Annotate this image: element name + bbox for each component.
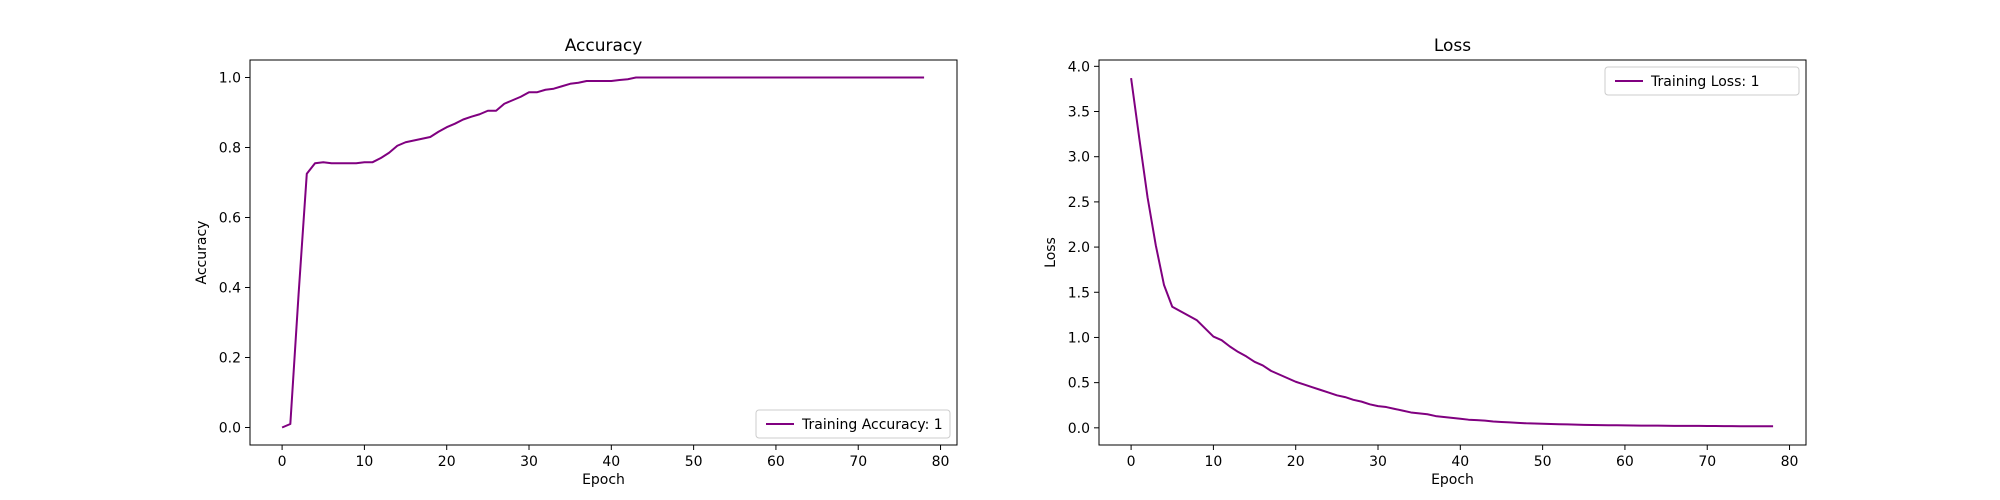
loss-x-tick-label: 20	[1287, 454, 1305, 470]
loss-chart: Loss 0 10 20 30 40 50 60 70 80 0.0 0.5 1.0 1.5 2.0 2.5 3…	[1043, 36, 1807, 488]
loss-x-tick-label: 30	[1369, 454, 1387, 470]
accuracy-legend-box	[755, 409, 951, 439]
loss-plot-frame	[1098, 59, 1807, 446]
loss-x-tick-label: 50	[1534, 454, 1552, 470]
accuracy-chart-title: Accuracy	[565, 36, 643, 56]
loss-y-axis-label: Loss	[1043, 237, 1059, 268]
loss-x-tick-label: 10	[1204, 454, 1222, 470]
loss-x-tick-label: 0	[1127, 454, 1136, 470]
accuracy-x-tick-label: 0	[278, 454, 287, 470]
accuracy-x-tick-label: 10	[355, 454, 373, 470]
loss-x-tick-label: 40	[1451, 454, 1469, 470]
loss-y-tick-label: 3.0	[1068, 150, 1090, 166]
loss-legend: Training Loss: 1	[1604, 66, 1800, 96]
accuracy-y-tick-label: 0.0	[219, 421, 241, 437]
accuracy-legend: Training Accuracy: 1	[755, 409, 951, 439]
accuracy-y-tick-label: 0.6	[219, 211, 241, 227]
accuracy-y-tick-label: 0.2	[219, 351, 241, 367]
loss-legend-box	[1604, 66, 1800, 96]
loss-x-tick-label: 60	[1616, 454, 1634, 470]
accuracy-y-axis-label: Accuracy	[194, 221, 210, 285]
loss-y-tick-label: 4.0	[1068, 59, 1090, 75]
accuracy-x-axis-label: Epoch	[582, 472, 625, 488]
accuracy-x-tick-label: 80	[932, 454, 950, 470]
accuracy-x-tick-label: 30	[520, 454, 538, 470]
accuracy-y-tick-label: 0.4	[219, 281, 241, 297]
accuracy-series-line	[281, 76, 925, 429]
loss-y-tick-label: 2.5	[1068, 195, 1090, 211]
loss-x-tick-label: 80	[1781, 454, 1799, 470]
accuracy-y-tick-label: 1.0	[219, 71, 241, 87]
accuracy-plot-frame	[249, 59, 958, 446]
accuracy-x-tick-label: 20	[438, 454, 456, 470]
accuracy-x-tick-label: 70	[849, 454, 867, 470]
loss-y-tick-label: 0.5	[1068, 376, 1090, 392]
loss-y-tick-label: 1.5	[1068, 285, 1090, 301]
accuracy-chart: Accuracy 0 10 20 30 40 50 60 70 80 0.0 0.2 0.4 0.6 0.8…	[194, 36, 958, 488]
loss-series-line	[1130, 77, 1774, 428]
loss-x-axis-label: Epoch	[1431, 472, 1474, 488]
loss-y-tick-label: 1.0	[1068, 330, 1090, 346]
accuracy-x-tick-label: 60	[767, 454, 785, 470]
accuracy-legend-entry: Training Accuracy: 1	[801, 417, 943, 433]
loss-chart-title: Loss	[1434, 36, 1471, 56]
accuracy-y-tick-label: 0.8	[219, 141, 241, 157]
loss-y-tick-label: 2.0	[1068, 240, 1090, 256]
loss-legend-entry: Training Loss: 1	[1650, 74, 1759, 90]
loss-x-tick-label: 70	[1698, 454, 1716, 470]
loss-y-tick-label: 3.5	[1068, 105, 1090, 121]
accuracy-x-tick-label: 40	[602, 454, 620, 470]
loss-y-tick-label: 0.0	[1068, 421, 1090, 437]
accuracy-x-tick-label: 50	[685, 454, 703, 470]
